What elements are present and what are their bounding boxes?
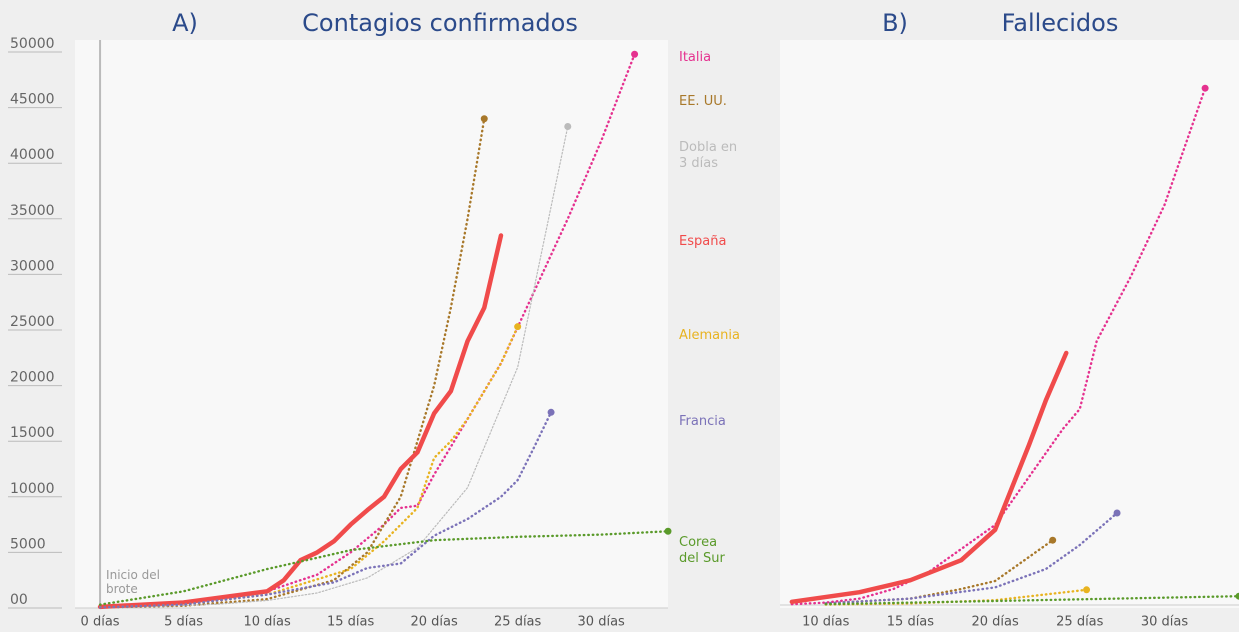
x-tick-label: 20 días: [971, 615, 1019, 630]
series-line: [98, 53, 636, 609]
end-point: [1113, 509, 1121, 517]
y-tick-label: 40000: [10, 147, 55, 163]
y-tick-label: 5000: [10, 536, 46, 552]
y-tick-label: 20000: [10, 370, 55, 386]
plot-background: [75, 40, 668, 608]
y-tick-label: 45000: [10, 92, 55, 108]
y-tick-label: 10000: [10, 481, 55, 497]
panel-label: A): [172, 9, 198, 37]
end-point: [1235, 592, 1239, 600]
end-point: [631, 50, 639, 58]
series-line: [824, 511, 1119, 605]
x-tick-label: 10 días: [802, 615, 850, 630]
annotation: Inicio del brote: [106, 568, 160, 596]
x-tick-label: 20 días: [411, 615, 459, 630]
series-line: [98, 411, 553, 609]
series-line: [789, 350, 1069, 605]
legend-label: Francia: [679, 414, 726, 429]
series-line: [98, 530, 670, 606]
x-tick-label: 15 días: [887, 615, 935, 630]
end-point: [664, 527, 672, 535]
series-line: [97, 233, 504, 610]
y-tick-label: 25000: [10, 314, 55, 330]
legend-label: España: [679, 234, 727, 249]
end-point: [564, 123, 572, 131]
series-line: [824, 539, 1054, 605]
series-line: [116, 125, 569, 608]
y-tick-label: 00: [10, 592, 28, 608]
legend-label: Dobla en 3 días: [679, 140, 738, 171]
end-point: [1049, 536, 1057, 544]
x-tick-label: 15 días: [327, 615, 375, 630]
x-tick-label: 25 días: [494, 615, 542, 630]
x-tick-label: 25 días: [1056, 615, 1104, 630]
y-tick-label: 35000: [10, 203, 55, 219]
chart-title: Contagios confirmados: [302, 9, 578, 37]
y-tick-label: 30000: [10, 258, 55, 274]
series-line: [98, 117, 486, 609]
end-point: [1083, 586, 1091, 594]
end-point: [1201, 84, 1209, 92]
series-line: [790, 87, 1207, 606]
x-tick-label: 30 días: [578, 615, 626, 630]
chart-title: Fallecidos: [1002, 9, 1119, 37]
x-tick-label: 5 días: [164, 615, 203, 630]
end-point: [547, 408, 555, 416]
legend-label: Italia: [679, 50, 712, 65]
end-point: [480, 115, 488, 123]
panel-label: B): [882, 9, 908, 37]
x-tick-label: 10 días: [243, 615, 291, 630]
legend-label: Corea del Sur: [679, 535, 725, 566]
series-line: [824, 595, 1239, 606]
x-tick-label: 30 días: [1141, 615, 1189, 630]
x-tick-label: 0 días: [81, 615, 120, 630]
y-tick-label: 50000: [10, 36, 55, 52]
legend-label: EE. UU.: [679, 94, 727, 109]
plot-background: [780, 40, 1239, 608]
y-tick-label: 15000: [10, 425, 55, 441]
legend-label: Alemania: [679, 328, 740, 343]
end-point: [514, 323, 522, 331]
